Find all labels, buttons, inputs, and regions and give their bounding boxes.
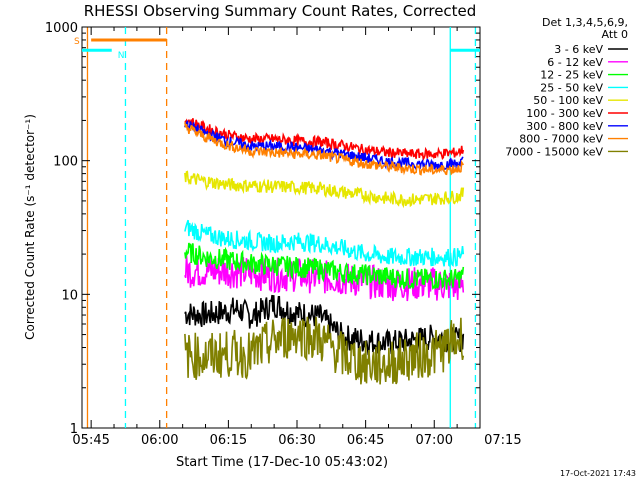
series-line [184, 122, 465, 176]
x-tick-label: 06:00 [141, 433, 178, 448]
y-tick-label: 100 [53, 155, 78, 170]
legend-entry-label: 50 - 100 keV [533, 94, 603, 107]
legend-entry-label: 25 - 50 keV [540, 81, 603, 94]
x-tick-label: 07:15 [484, 433, 521, 448]
y-tick-label: 1000 [45, 21, 78, 36]
x-tick-label: 06:45 [347, 433, 384, 448]
plot-frame [81, 26, 481, 429]
y-axis-label: Corrected Count Rate (s⁻¹ detector⁻¹) [23, 114, 37, 340]
series-line [184, 170, 465, 209]
footer-timestamp: 17-Oct-2021 17:43 [560, 469, 636, 478]
y-axis-ticks: 1 10 100 1000 [45, 21, 480, 437]
x-axis-ticks: 05:45 06:00 06:15 06:30 06:45 07:00 07:15 [72, 27, 522, 448]
x-tick-label: 06:30 [278, 433, 315, 448]
legend-entry-label: 100 - 300 keV [526, 107, 603, 120]
legend-entry-label: 300 - 800 keV [526, 120, 603, 133]
legend-entry-label: 6 - 12 keV [547, 56, 603, 69]
x-axis-label: Start Time (17-Dec-10 05:43:02) [176, 455, 388, 470]
x-tick-label: 06:15 [210, 433, 247, 448]
plot-border [81, 26, 481, 429]
series-line [184, 219, 465, 268]
night-flag-label: N [118, 51, 125, 61]
legend-entry-label: 7000 - 15000 keV [505, 145, 603, 158]
legend-entry-label: 800 - 7000 keV [519, 133, 603, 146]
x-tick-label: 07:00 [416, 433, 453, 448]
legend-entry-label: 3 - 6 keV [554, 43, 603, 56]
saa-flag-label: S [74, 37, 80, 47]
time-markers [86, 27, 477, 428]
x-tick-label: 05:45 [72, 433, 109, 448]
series-line [184, 242, 465, 290]
series-line [184, 316, 465, 385]
legend-entry-label: 12 - 25 keV [540, 69, 603, 82]
legend-header-line2: Att 0 [602, 28, 628, 41]
y-tick-label: 10 [61, 288, 78, 303]
flag-bars: SN [74, 37, 480, 61]
legend-header-line1: Det 1,3,4,5,6,9, [542, 16, 628, 29]
y-tick-label: 1 [70, 422, 78, 437]
series-layer [184, 118, 465, 385]
chart-title: RHESSI Observing Summary Count Rates, Co… [84, 2, 477, 20]
